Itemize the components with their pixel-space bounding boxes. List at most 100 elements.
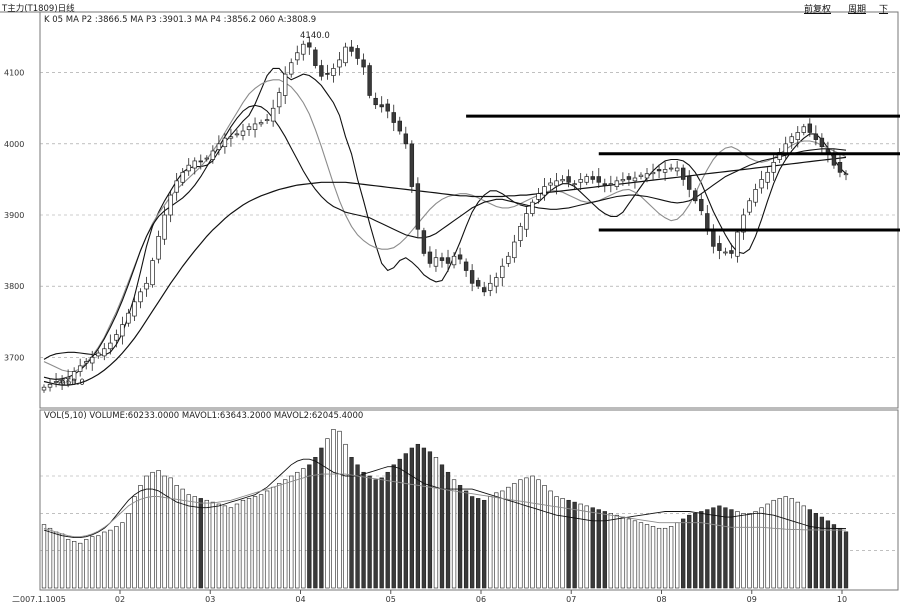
volume-bar bbox=[198, 498, 203, 589]
candle-body bbox=[518, 226, 523, 241]
volume-bar bbox=[560, 498, 565, 589]
volume-bar bbox=[765, 503, 770, 589]
candle-body bbox=[156, 235, 161, 260]
volume-bar bbox=[572, 501, 577, 589]
volume-bar bbox=[542, 485, 547, 589]
candle-body bbox=[427, 251, 433, 264]
candle-body bbox=[210, 150, 216, 160]
volume-bar bbox=[825, 520, 831, 589]
candle-body bbox=[542, 186, 547, 196]
candle-body bbox=[108, 342, 113, 350]
candle-body bbox=[578, 179, 583, 183]
volume-bar bbox=[102, 531, 107, 589]
volume-bar bbox=[150, 471, 155, 589]
candle-body bbox=[397, 120, 402, 132]
volume-bar bbox=[361, 471, 366, 589]
axis-labels: 3700 3800 3900 4000 4100 02 03 04 05 06 07 08 09 10 bbox=[4, 69, 847, 604]
candle-body bbox=[741, 214, 746, 233]
volume-bar bbox=[548, 490, 553, 589]
candle-body bbox=[349, 46, 354, 52]
volume-bar bbox=[843, 531, 849, 589]
candle-body bbox=[373, 97, 378, 106]
volume-bar bbox=[289, 475, 294, 589]
volume-bar bbox=[482, 499, 487, 589]
candle-body bbox=[295, 52, 300, 61]
month-label: 02 bbox=[115, 595, 125, 604]
ma-readout: K 05 MA P2 :3866.5 MA P3 :3901.3 MA P4 :… bbox=[44, 15, 316, 25]
candle-body bbox=[572, 183, 577, 186]
candle-body bbox=[506, 255, 511, 264]
candle-body bbox=[500, 265, 505, 278]
candle-body bbox=[602, 183, 608, 186]
volume-bar bbox=[451, 479, 457, 589]
candle-body bbox=[608, 183, 614, 186]
volume-bar bbox=[138, 485, 143, 589]
candle-body bbox=[548, 182, 553, 186]
candle-body bbox=[680, 167, 686, 180]
volume-bar bbox=[518, 479, 523, 589]
ma-line-ma5 bbox=[43, 67, 847, 360]
candle-body bbox=[638, 174, 644, 177]
ma-line-ma20 bbox=[43, 104, 847, 380]
volume-bar bbox=[476, 498, 481, 589]
candle-body bbox=[385, 103, 390, 112]
candle-body bbox=[319, 65, 324, 77]
volume-bar bbox=[717, 505, 722, 589]
candle-body bbox=[379, 104, 384, 108]
candle-body bbox=[59, 379, 65, 384]
candle-body bbox=[626, 176, 632, 180]
candle-body bbox=[204, 157, 210, 160]
volume-bar bbox=[506, 486, 511, 589]
month-label: 06 bbox=[476, 595, 486, 604]
volume-bar bbox=[132, 496, 137, 589]
volume-bar bbox=[656, 527, 662, 589]
candle-body bbox=[451, 255, 457, 266]
candle-body bbox=[150, 260, 155, 286]
candle-body bbox=[337, 59, 342, 68]
candle-body bbox=[138, 291, 143, 303]
period-button[interactable]: 周期 bbox=[848, 5, 867, 15]
volume-panel-frame bbox=[39, 409, 899, 591]
candle-body bbox=[729, 250, 734, 254]
candle-body bbox=[656, 169, 662, 172]
candle-body bbox=[180, 171, 185, 183]
volume-bar bbox=[427, 451, 433, 589]
volume-bar bbox=[445, 471, 451, 589]
candle-body bbox=[584, 176, 589, 183]
candle-body bbox=[144, 282, 149, 290]
volume-bar bbox=[385, 471, 390, 589]
adjust-button[interactable]: 前复权 bbox=[804, 5, 832, 15]
volume-bar bbox=[439, 464, 445, 589]
volume-bar bbox=[566, 499, 571, 589]
candle-body bbox=[536, 193, 541, 200]
volume-bar bbox=[699, 511, 704, 589]
volume-bar bbox=[78, 542, 83, 589]
price-tick-label: 3800 bbox=[4, 282, 24, 291]
low-annotation: 3660.0 bbox=[55, 378, 85, 388]
month-label: 08 bbox=[656, 595, 666, 604]
volume-bar bbox=[596, 509, 601, 589]
candle-body bbox=[807, 123, 813, 133]
volume-bar bbox=[753, 511, 758, 589]
candle-body bbox=[445, 257, 451, 264]
volume-bar bbox=[301, 468, 306, 589]
price-panel-frame bbox=[39, 11, 899, 409]
volume-bar bbox=[638, 522, 644, 589]
volume-bar bbox=[463, 490, 469, 589]
candle-body bbox=[270, 107, 276, 122]
volume-bar bbox=[307, 464, 312, 589]
volume-bar bbox=[228, 507, 234, 589]
candle-body bbox=[53, 381, 59, 383]
volume-bar bbox=[747, 513, 752, 589]
volume-bar bbox=[681, 518, 686, 589]
candle-body bbox=[632, 177, 638, 182]
price-tick-label: 3700 bbox=[4, 353, 24, 362]
next-button[interactable]: 下 bbox=[879, 5, 889, 15]
volume-bar bbox=[831, 524, 837, 589]
volume-bar bbox=[735, 511, 740, 589]
volume-bar bbox=[391, 464, 396, 589]
instrument-header: T主力(T1809)日线 bbox=[1, 3, 75, 14]
volume-bar bbox=[397, 458, 402, 589]
volume-bar bbox=[668, 526, 674, 589]
